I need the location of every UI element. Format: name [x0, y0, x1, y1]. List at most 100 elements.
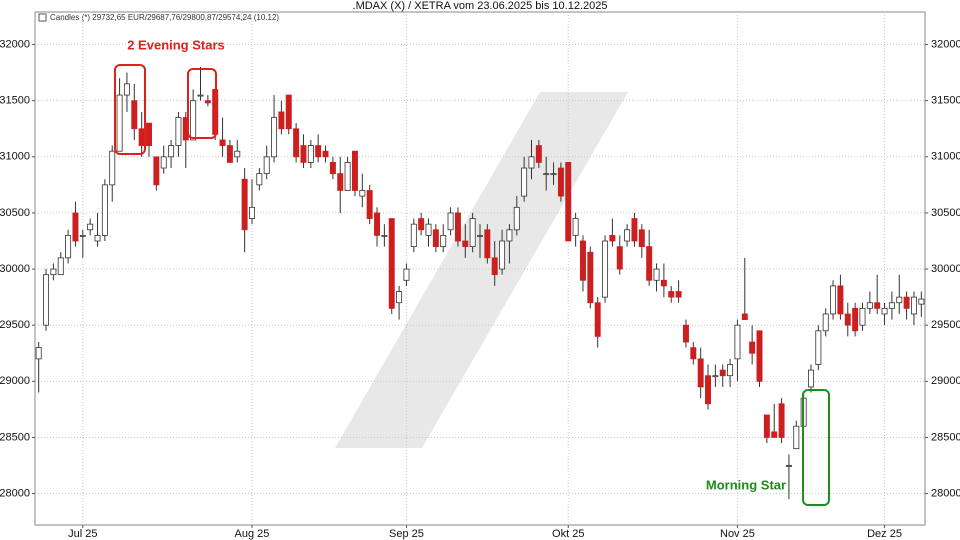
x-tick-label: Sep 25: [389, 528, 424, 540]
candle-body: [293, 128, 300, 158]
candle-body: [910, 296, 917, 315]
candle-body: [565, 162, 572, 242]
candle-body: [256, 173, 263, 186]
y2-tick-label: 31000: [931, 151, 960, 163]
candle-body: [418, 218, 425, 231]
candle-body: [727, 364, 734, 377]
candle-body: [580, 240, 586, 281]
candle-body: [609, 234, 616, 242]
candle-body: [447, 212, 454, 231]
candle-body: [778, 403, 785, 438]
candle-body: [396, 291, 403, 304]
candle-body: [499, 240, 506, 270]
candle-body: [138, 128, 145, 146]
chart-title: .MDAX (X) / XETRA vom 23.06.2025 bis 10.…: [353, 0, 608, 12]
y2-tick-label: 30500: [931, 207, 960, 219]
candle-body: [50, 268, 57, 276]
candle-body: [57, 257, 64, 276]
candle-body: [168, 145, 175, 158]
candle-body: [322, 150, 329, 158]
candle-body: [94, 234, 101, 242]
x-tick-label: Dez 25: [867, 528, 902, 540]
candle-body: [513, 206, 520, 231]
candle-body: [815, 330, 822, 365]
candle-body: [535, 145, 542, 163]
candle-body: [278, 111, 285, 130]
candle-body: [263, 156, 270, 175]
x-tick-label: Aug 25: [235, 528, 270, 540]
candle-body: [344, 162, 351, 191]
candle-body: [741, 313, 748, 320]
y-tick-label: 30000: [0, 263, 30, 275]
annotation-box: [114, 64, 146, 155]
y-tick-label: 31000: [0, 151, 30, 163]
candle-body: [440, 234, 447, 248]
candle-body: [65, 234, 72, 259]
candle-body: [337, 173, 344, 191]
x-tick-label: Okt 25: [552, 528, 584, 540]
candle-body: [881, 307, 888, 315]
candle-body: [43, 274, 50, 326]
candle-body: [896, 296, 903, 304]
candle-body: [204, 100, 211, 104]
candle-body: [351, 150, 358, 191]
candle-body: [785, 465, 792, 467]
candle-body: [234, 150, 241, 158]
annotation-box: [187, 68, 217, 139]
y2-tick-label: 29500: [931, 319, 960, 331]
candle-body: [903, 296, 910, 309]
y2-tick-label: 31500: [931, 95, 960, 107]
candle-body: [712, 375, 719, 378]
candle-body: [35, 347, 42, 360]
candle-body: [874, 302, 881, 309]
candle-body: [557, 167, 564, 197]
legend-swatch: [38, 13, 47, 22]
candle-body: [131, 100, 138, 130]
candle-body: [359, 190, 366, 197]
candle-body: [616, 246, 623, 270]
y-tick-label: 28500: [0, 431, 30, 443]
candle-body: [660, 279, 667, 287]
candle-body: [690, 347, 697, 360]
y-tick-label: 28000: [0, 487, 30, 499]
candle-body: [822, 313, 829, 332]
candle-body: [771, 431, 778, 438]
candle-body: [844, 313, 851, 326]
candle-body: [366, 190, 373, 219]
y2-tick-label: 29000: [931, 375, 960, 387]
candle-body: [87, 223, 94, 231]
candle-body: [808, 369, 814, 388]
candle-body: [123, 83, 130, 96]
candle-body: [521, 167, 528, 197]
candle-body: [763, 414, 770, 438]
candle-body: [160, 156, 167, 169]
candle-body: [388, 218, 395, 309]
candle-body: [587, 251, 594, 304]
candle-body: [410, 223, 417, 248]
candle-body: [285, 94, 292, 130]
y2-tick-label: 32000: [931, 38, 960, 50]
candle-body: [646, 246, 653, 281]
legend-label: Candles (*) 29732,65 EUR/29687,76/29800,…: [50, 13, 279, 22]
y-tick-label: 31500: [0, 95, 30, 107]
candle-body: [307, 145, 314, 163]
annotation-box: [802, 389, 830, 506]
candle-body: [381, 234, 388, 237]
candle-body: [653, 268, 660, 281]
candle-body: [675, 291, 682, 298]
candle-body: [859, 307, 866, 326]
candle-body: [528, 156, 535, 169]
y-tick-label: 32000: [0, 38, 30, 50]
candle-body: [219, 139, 226, 146]
annotation: Morning Star: [706, 477, 786, 492]
candle-body: [116, 94, 123, 152]
candle-body: [109, 150, 116, 186]
candle-body: [506, 229, 513, 242]
candle-body: [631, 218, 638, 242]
y-tick-label: 29000: [0, 375, 30, 387]
candle-body: [734, 324, 741, 360]
candle-body: [719, 369, 726, 377]
y-tick-label: 30500: [0, 207, 30, 219]
candle-body: [484, 229, 491, 259]
candle-body: [197, 94, 204, 97]
